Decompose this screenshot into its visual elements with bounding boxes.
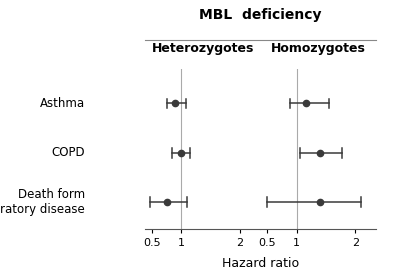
Text: COPD: COPD — [51, 146, 85, 159]
Text: Heterozygotes: Heterozygotes — [152, 42, 254, 55]
Text: Death form
respiratory disease: Death form respiratory disease — [0, 188, 85, 216]
Text: MBL  deficiency: MBL deficiency — [199, 8, 322, 22]
Text: Homozygotes: Homozygotes — [271, 42, 365, 55]
Text: Hazard ratio: Hazard ratio — [222, 258, 299, 270]
Text: Asthma: Asthma — [40, 97, 85, 110]
